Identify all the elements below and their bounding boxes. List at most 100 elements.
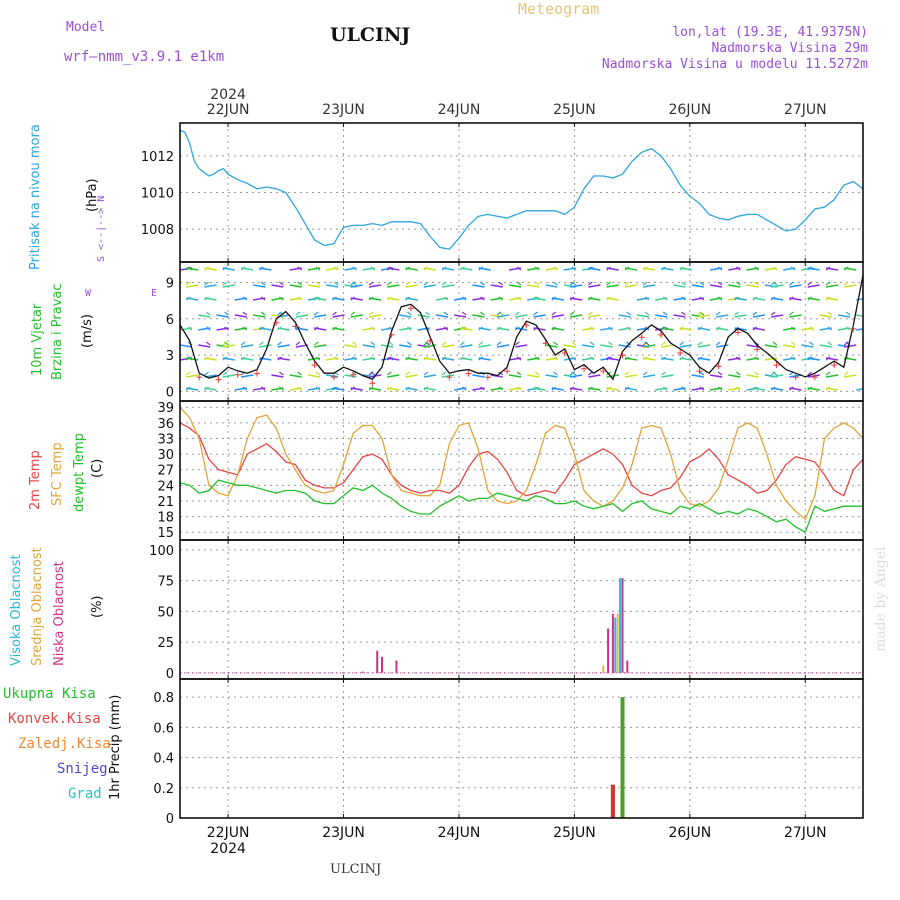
wind-barb	[844, 374, 857, 378]
wind-barb	[460, 344, 473, 348]
wind-panel: 0 3 6 9	[166, 261, 868, 402]
wind-barb-head	[717, 266, 723, 271]
wind-barb	[746, 374, 759, 378]
wind-barb	[289, 374, 302, 378]
pressure-plot	[180, 129, 863, 250]
wind-barb	[679, 344, 692, 348]
wind-barb-head	[315, 356, 321, 361]
wind-barb-head	[681, 296, 686, 301]
wind-barb-head	[825, 281, 831, 286]
wind-barb-head	[662, 386, 668, 391]
wind-barb-head	[204, 296, 209, 301]
precip-panel: 0 0.2 0.4 0.6 0.8	[153, 678, 864, 827]
wind-barb-head	[222, 341, 228, 346]
wind-barb	[709, 374, 723, 378]
wind-barb-head	[406, 311, 412, 316]
wind-barb-head	[297, 296, 303, 301]
wind-barb	[771, 284, 784, 288]
wind-ytick-label: 3	[166, 349, 174, 364]
wind-barb	[624, 284, 638, 288]
wind-barb-head	[807, 266, 813, 271]
wind-barb-head	[553, 341, 558, 346]
wind-barb	[186, 374, 199, 378]
wind-barb-head	[187, 326, 193, 331]
cloud-ytick-label: 0	[166, 667, 174, 682]
wind-barb-head	[352, 341, 357, 346]
wind-barb-head	[332, 296, 337, 301]
wind-barb-head	[423, 341, 429, 346]
wind-barb-head	[260, 311, 266, 316]
temperature-frame	[179, 400, 864, 541]
wind-barb-head	[205, 311, 211, 316]
temperature-ytick-label: 18	[157, 511, 174, 526]
wind-barb	[661, 374, 674, 378]
wind-barb	[180, 344, 193, 348]
wind-barb-head	[679, 326, 685, 331]
wind-barb	[825, 374, 839, 378]
wind-barb-head	[551, 326, 557, 331]
wind-barb-head	[825, 356, 831, 361]
wind-barb-head	[608, 341, 613, 346]
wind-ytick-label: 0	[166, 385, 174, 400]
wind-barb-head	[843, 341, 849, 346]
wind-barb-head	[697, 311, 703, 316]
wind-barb-head	[699, 386, 705, 391]
wind-barb	[746, 284, 759, 288]
wind-barb	[569, 374, 583, 378]
wind-barb-head	[460, 341, 465, 346]
wind-barb	[222, 284, 235, 288]
wind-barb-head	[496, 341, 502, 346]
wind-barb	[697, 314, 711, 318]
wind-barb-head	[571, 356, 577, 361]
wind-barb	[825, 284, 839, 288]
wind-barb-head	[681, 386, 686, 391]
pressure-panel: 1008 1010 1012	[141, 122, 864, 263]
wind-barb-head	[807, 386, 813, 391]
wind-barb-head	[297, 266, 303, 271]
bottom-day-label: 26JUN	[669, 825, 712, 841]
wind-barb	[332, 314, 345, 318]
wind-barb-head	[606, 356, 612, 361]
wind-barb-head	[460, 326, 465, 331]
wind-barb-head	[222, 266, 228, 271]
wind-barb-head	[185, 371, 191, 376]
wind-barb-head	[277, 341, 283, 346]
wind-barb	[581, 344, 595, 348]
wind-barb	[478, 344, 491, 348]
wind-barb	[643, 344, 656, 348]
wind-barb-head	[754, 371, 759, 376]
wind-barb	[472, 284, 485, 288]
wind-barb	[435, 314, 448, 318]
lonlat-label: lon,lat (19.3E, 41.9375N)	[672, 25, 868, 40]
wind-barb	[515, 314, 528, 318]
wind-barb-head	[715, 311, 721, 316]
wind-barb	[789, 314, 802, 318]
wind-series-0	[180, 275, 863, 381]
wind-barb-head	[277, 326, 283, 331]
wind-barb-head	[734, 311, 739, 316]
cloud-bar	[376, 650, 379, 673]
wind-barb-head	[259, 341, 264, 346]
wind-barb-head	[734, 296, 739, 301]
wind-barb-head	[864, 387, 868, 390]
wind-barb-head	[770, 281, 776, 286]
wind-barb-head	[204, 371, 209, 376]
wind-barb	[801, 344, 814, 348]
wind-barb-head	[624, 386, 630, 391]
wind-barb-head	[441, 371, 447, 376]
wind-barb-head	[843, 371, 849, 376]
wind-barb-head	[313, 311, 319, 316]
wind-barb-head	[279, 281, 284, 286]
wind-barb	[259, 344, 272, 348]
wind-barb	[423, 284, 436, 288]
wind-barb-head	[864, 312, 868, 315]
wind-barb	[314, 314, 327, 318]
wind-barb-head	[754, 281, 759, 286]
wind-barb	[728, 374, 741, 378]
wind-barb-head	[480, 281, 485, 286]
wind-barb-head	[405, 281, 410, 286]
wind-barb-head	[606, 296, 612, 301]
wind-barb	[545, 374, 558, 378]
temperature-series-1	[180, 406, 863, 521]
wind-barb-head	[386, 371, 392, 376]
